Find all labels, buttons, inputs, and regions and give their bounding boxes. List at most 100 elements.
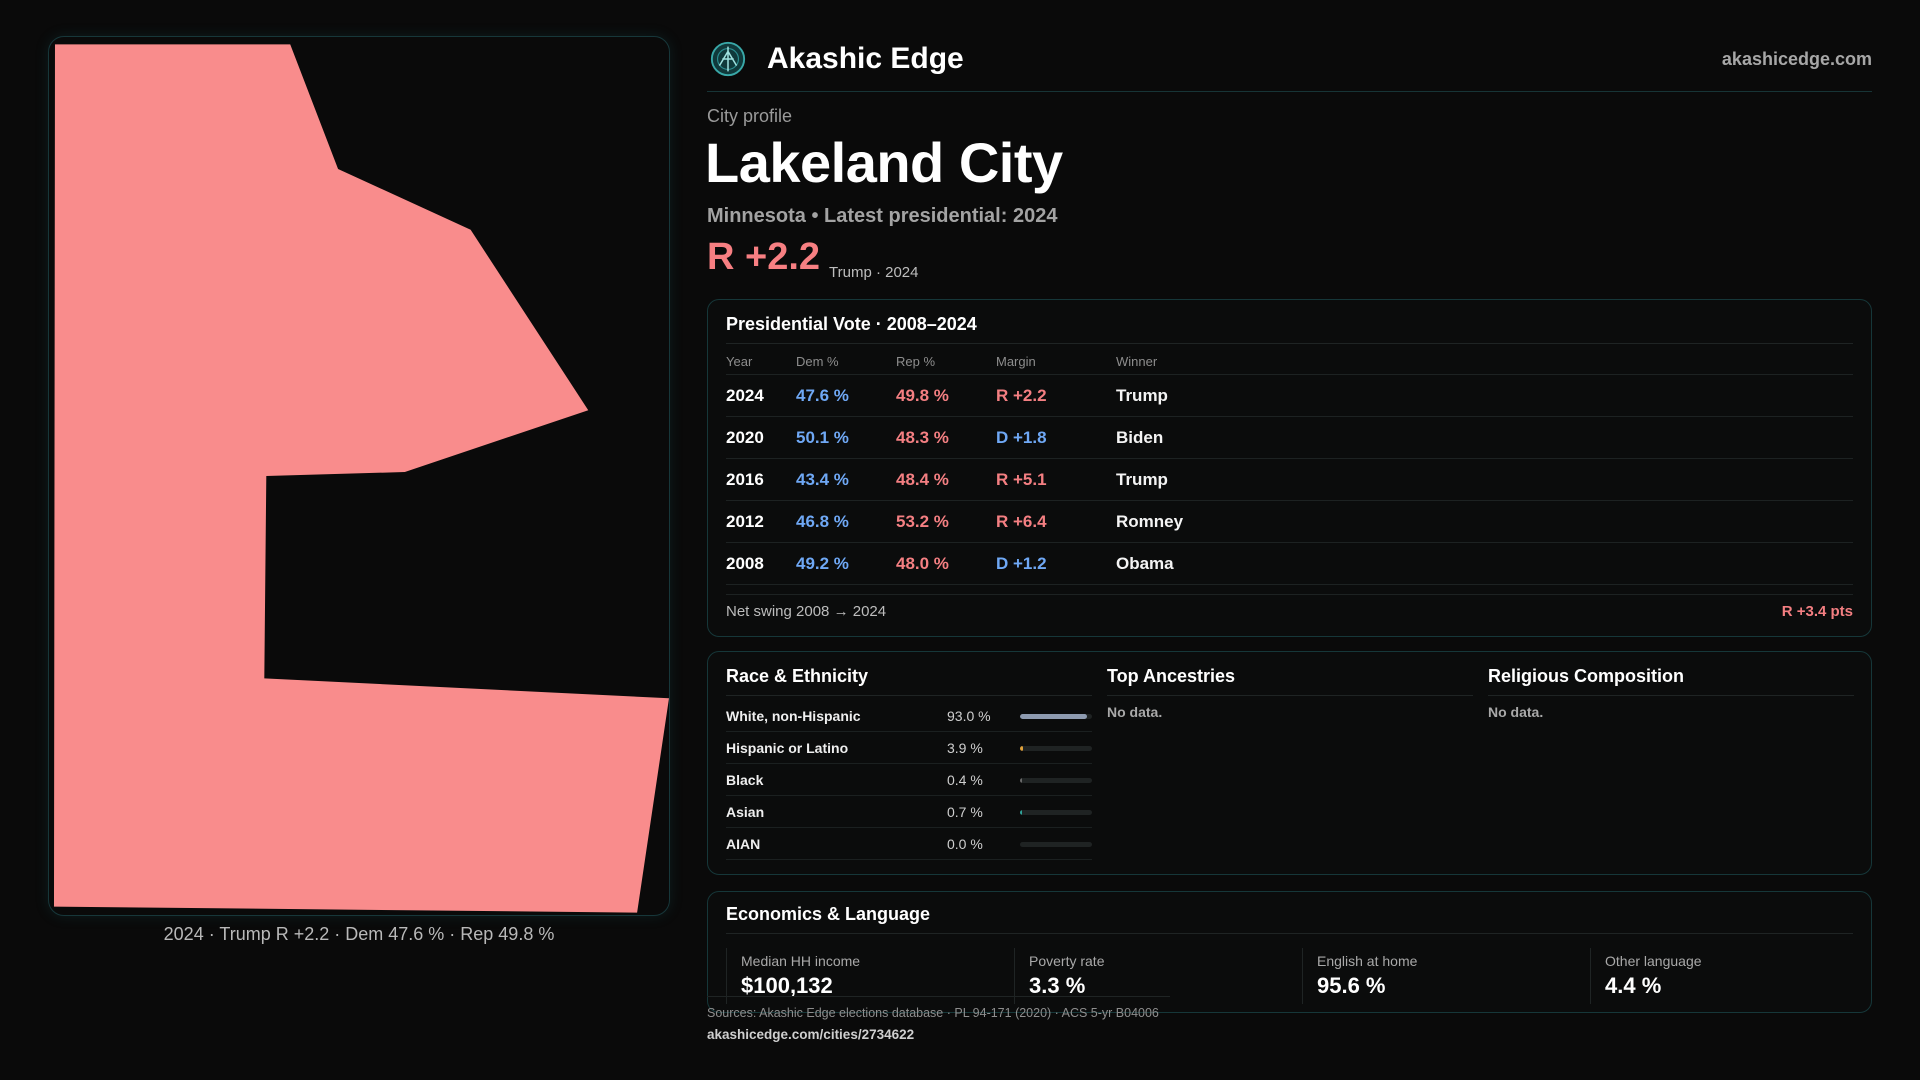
margin-note: Trump · 2024 bbox=[829, 264, 919, 281]
religion-section: Religious Composition No data. bbox=[1488, 666, 1854, 720]
column-header-rep: Rep % bbox=[896, 354, 936, 369]
row-year: 2024 bbox=[726, 386, 764, 405]
row-margin: R +5.1 bbox=[996, 470, 1047, 489]
section-title: Religious Composition bbox=[1488, 666, 1854, 696]
city-boundary-svg bbox=[53, 44, 669, 913]
city-permalink[interactable]: akashicedge.com/cities/2734622 bbox=[707, 1027, 915, 1042]
row-dem: 47.6 % bbox=[796, 386, 849, 405]
stat-label: English at home bbox=[1317, 953, 1418, 969]
race-row: White, non-Hispanic 93.0 % bbox=[726, 700, 1092, 732]
race-bar-fill bbox=[1020, 714, 1087, 719]
net-swing-value: R +3.4 pts bbox=[1781, 603, 1853, 620]
table-row: 2012 46.8 % 53.2 % R +6.4 Romney bbox=[726, 501, 1853, 543]
race-bar-track bbox=[1020, 842, 1092, 847]
stat-value: 95.6 % bbox=[1317, 973, 1386, 998]
stat-label: Median HH income bbox=[741, 953, 861, 969]
table-row: 2016 43.4 % 48.4 % R +5.1 Trump bbox=[726, 459, 1853, 501]
race-bar-track bbox=[1020, 714, 1092, 719]
margin-value: R +2.2 bbox=[707, 236, 821, 278]
column-header-year: Year bbox=[726, 354, 753, 369]
page-title: Lakeland City bbox=[705, 131, 1063, 194]
row-winner: Trump bbox=[1116, 386, 1168, 405]
row-year: 2020 bbox=[726, 428, 764, 447]
empty-state: No data. bbox=[1107, 704, 1163, 720]
race-row: AIAN 0.0 % bbox=[726, 828, 1092, 860]
city-boundary-map[interactable] bbox=[48, 36, 670, 916]
row-winner: Obama bbox=[1116, 554, 1174, 573]
table-header: Year Dem % Rep % Margin Winner bbox=[726, 352, 1853, 375]
column-header-winner: Winner bbox=[1116, 354, 1158, 369]
row-margin: R +2.2 bbox=[996, 386, 1047, 405]
card-title: Presidential Vote · 2008–2024 bbox=[726, 314, 977, 334]
row-dem: 49.2 % bbox=[796, 554, 849, 573]
page-subtitle: Minnesota • Latest presidential: 2024 bbox=[707, 205, 1058, 227]
row-margin: D +1.2 bbox=[996, 554, 1047, 573]
race-bar-fill bbox=[1020, 810, 1023, 815]
divider bbox=[726, 343, 1853, 344]
row-margin: D +1.8 bbox=[996, 428, 1047, 447]
site-header: Akashic Edge akashicedge.com bbox=[707, 36, 1872, 92]
race-row: Black 0.4 % bbox=[726, 764, 1092, 796]
demographics-card: Race & Ethnicity White, non-Hispanic 93.… bbox=[707, 651, 1872, 875]
row-year: 2012 bbox=[726, 512, 764, 531]
row-margin: R +6.4 bbox=[996, 512, 1047, 531]
stat-value: 4.4 % bbox=[1605, 973, 1662, 998]
race-label: Asian bbox=[726, 804, 765, 820]
table-row: 2008 49.2 % 48.0 % D +1.2 Obama bbox=[726, 543, 1853, 585]
stat-value: $100,132 bbox=[741, 973, 833, 998]
net-swing-label: Net swing 2008 → 2024 bbox=[726, 603, 887, 620]
row-year: 2008 bbox=[726, 554, 764, 573]
race-bar-track bbox=[1020, 778, 1092, 783]
column-header-dem: Dem % bbox=[796, 354, 839, 369]
race-bar-track bbox=[1020, 810, 1092, 815]
page-eyebrow: City profile bbox=[707, 106, 793, 126]
race-bar-fill bbox=[1020, 746, 1023, 751]
row-winner: Biden bbox=[1116, 428, 1164, 447]
presidential-vote-card: Presidential Vote · 2008–2024 Year Dem %… bbox=[707, 299, 1872, 637]
race-percent: 0.7 % bbox=[947, 804, 983, 820]
akashic-edge-logo-icon[interactable] bbox=[709, 40, 747, 78]
stat-poverty-rate: Poverty rate 3.3 % bbox=[1014, 948, 1302, 1004]
brand-name[interactable]: Akashic Edge bbox=[767, 42, 964, 75]
row-year: 2016 bbox=[726, 470, 764, 489]
race-row: Asian 0.7 % bbox=[726, 796, 1092, 828]
net-swing-row: Net swing 2008 → 2024 R +3.4 pts bbox=[726, 594, 1853, 624]
row-dem: 46.8 % bbox=[796, 512, 849, 531]
row-winner: Trump bbox=[1116, 470, 1168, 489]
race-label: AIAN bbox=[726, 836, 761, 852]
economics-language-card: Economics & Language Median HH income $1… bbox=[707, 891, 1872, 1013]
race-bar-track bbox=[1020, 746, 1092, 751]
row-rep: 49.8 % bbox=[896, 386, 949, 405]
race-row: Hispanic or Latino 3.9 % bbox=[726, 732, 1092, 764]
race-bar-fill bbox=[1020, 778, 1023, 783]
stat-median-income: Median HH income $100,132 bbox=[726, 948, 1014, 1004]
row-dem: 50.1 % bbox=[796, 428, 849, 447]
race-label: Hispanic or Latino bbox=[726, 740, 849, 756]
race-ethnicity-section: Race & Ethnicity White, non-Hispanic 93.… bbox=[726, 666, 1092, 860]
card-title: Economics & Language bbox=[726, 904, 931, 924]
race-list: White, non-Hispanic 93.0 % Hispanic or L… bbox=[726, 700, 1092, 860]
row-rep: 48.4 % bbox=[896, 470, 949, 489]
section-title: Top Ancestries bbox=[1107, 666, 1473, 696]
table-row: 2024 47.6 % 49.8 % R +2.2 Trump bbox=[726, 375, 1853, 417]
map-caption: 2024 · Trump R +2.2 · Dem 47.6 % · Rep 4… bbox=[163, 924, 555, 944]
stat-english-at-home: English at home 95.6 % bbox=[1302, 948, 1590, 1004]
race-percent: 3.9 % bbox=[947, 740, 983, 756]
row-rep: 48.0 % bbox=[896, 554, 949, 573]
footer-divider bbox=[707, 996, 1170, 997]
column-header-margin: Margin bbox=[996, 354, 1036, 369]
ancestries-section: Top Ancestries No data. bbox=[1107, 666, 1473, 720]
row-winner: Romney bbox=[1116, 512, 1184, 531]
stat-value: 3.3 % bbox=[1029, 973, 1086, 998]
stat-label: Poverty rate bbox=[1029, 953, 1105, 969]
stat-label: Other language bbox=[1605, 953, 1702, 969]
race-percent: 0.0 % bbox=[947, 836, 983, 852]
city-boundary-shape[interactable] bbox=[53, 44, 669, 913]
table-row: 2020 50.1 % 48.3 % D +1.8 Biden bbox=[726, 417, 1853, 459]
row-rep: 48.3 % bbox=[896, 428, 949, 447]
section-title: Race & Ethnicity bbox=[726, 666, 1092, 696]
vote-table: Year Dem % Rep % Margin Winner 2024 47.6… bbox=[726, 352, 1853, 585]
stat-other-language: Other language 4.4 % bbox=[1590, 948, 1878, 1004]
divider bbox=[726, 933, 1853, 934]
site-link[interactable]: akashicedge.com bbox=[1721, 49, 1872, 69]
